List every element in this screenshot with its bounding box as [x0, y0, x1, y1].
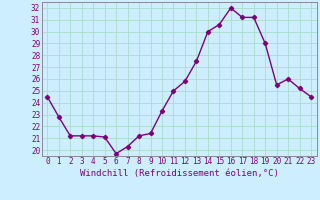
X-axis label: Windchill (Refroidissement éolien,°C): Windchill (Refroidissement éolien,°C)	[80, 169, 279, 178]
